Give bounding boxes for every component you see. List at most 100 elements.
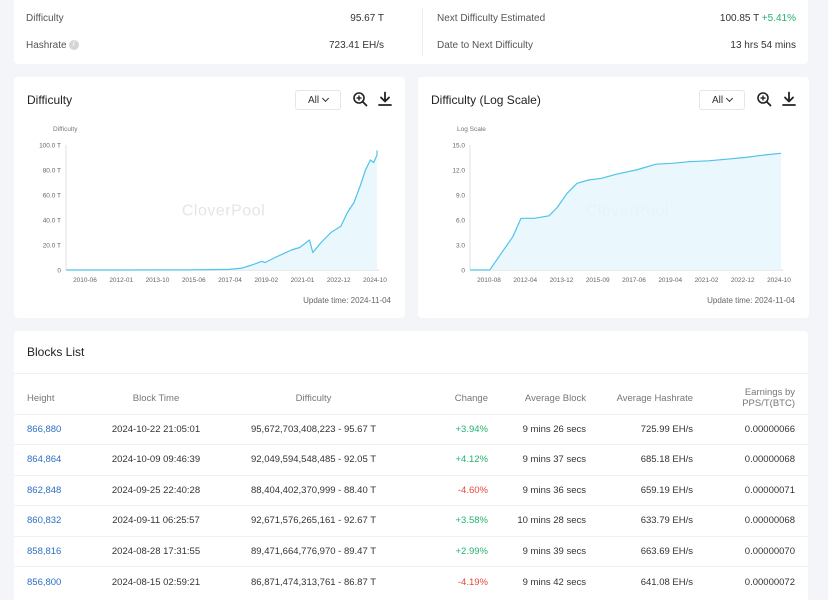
x-tick-label: 2012-04 xyxy=(513,277,537,284)
difficulty-label: Difficulty xyxy=(26,12,64,24)
block-time: 2024-10-09 09:46:39 xyxy=(91,444,221,475)
block-time: 2024-10-22 21:05:01 xyxy=(91,413,221,445)
block-earnings: 0.00000070 xyxy=(693,535,808,567)
block-height-link[interactable]: 860,832 xyxy=(14,505,91,536)
log-update-time: Update time: 2024-11-04 xyxy=(707,296,795,305)
next-date-label: Date to Next Difficulty xyxy=(437,39,533,51)
block-time: 2024-09-11 06:25:57 xyxy=(91,505,221,536)
blocks-table-header: Height Block Time Difficulty Change Aver… xyxy=(14,383,808,414)
block-earnings: 0.00000071 xyxy=(693,474,808,506)
x-tick-label: 2017-04 xyxy=(218,277,242,284)
x-tick-label: 2015-09 xyxy=(586,277,610,284)
y-tick-label: 100.0 T xyxy=(39,143,61,150)
table-row: 866,880 2024-10-22 21:05:01 95,672,703,408… xyxy=(14,413,808,445)
log-chart[interactable]: Log Scale 0 3.0 6.0 9.0 12.0 15.0 2010-08 2012-0… xyxy=(418,117,809,289)
block-difficulty: 92,049,594,548,485 - 92.05 T xyxy=(221,444,406,475)
difficulty-range-select[interactable]: All xyxy=(295,90,341,110)
col-block-time: Block Time xyxy=(132,392,180,404)
x-tick-label: 2024-10 xyxy=(767,277,791,284)
difficulty-range-value: All xyxy=(307,94,320,106)
col-difficulty: Difficulty xyxy=(295,392,332,404)
series-line xyxy=(66,150,378,271)
info-icon[interactable] xyxy=(68,39,79,50)
block-average-hashrate: 663.69 EH/s xyxy=(586,535,693,567)
table-row: 858,816 2024-08-28 17:31:55 89,471,664,776… xyxy=(14,535,808,567)
log-chart-title: Difficulty (Log Scale) xyxy=(431,93,541,107)
y-tick-label: 9.0 xyxy=(456,193,465,200)
block-difficulty: 86,871,474,313,761 - 86.87 T xyxy=(221,566,406,597)
block-difficulty: 95,672,703,408,223 - 95.67 T xyxy=(221,413,406,445)
download-icon[interactable] xyxy=(377,91,393,107)
x-tick-label: 2015-06 xyxy=(182,277,206,284)
next-difficulty-change: +5.41% xyxy=(761,12,796,24)
col-height: Height xyxy=(27,392,55,404)
next-difficulty-value: 100.85 T +5.41% xyxy=(720,13,796,24)
block-height-link[interactable]: 864,864 xyxy=(14,444,91,475)
series-line xyxy=(470,152,782,271)
x-tick-label: 2021-02 xyxy=(695,277,719,284)
y-tick-label: 3.0 xyxy=(456,243,465,250)
block-time: 2024-09-25 22:40:28 xyxy=(91,474,221,506)
block-earnings: 0.00000066 xyxy=(693,413,808,445)
difficulty-update-time: Update time: 2024-11-04 xyxy=(303,296,391,305)
x-tick-label: 2019-02 xyxy=(254,277,278,284)
zoom-in-icon[interactable] xyxy=(352,91,368,107)
col-change: Change xyxy=(454,392,488,404)
x-tick-label: 2022-12 xyxy=(327,277,351,284)
block-earnings: 0.00000072 xyxy=(693,566,808,597)
block-change: +2.99% xyxy=(406,535,488,567)
log-range-select[interactable]: All xyxy=(699,90,745,110)
stats-divider xyxy=(422,8,423,56)
log-range-value: All xyxy=(711,94,724,106)
watermark-text: CloverPool xyxy=(182,203,265,220)
block-average-time: 9 mins 39 secs xyxy=(488,535,586,567)
block-average-time: 9 mins 26 secs xyxy=(488,413,586,445)
block-average-hashrate: 659.19 EH/s xyxy=(586,474,693,506)
block-change: +4.12% xyxy=(406,444,488,475)
x-tick-label: 2010-06 xyxy=(73,277,97,284)
table-row: 860,832 2024-09-11 06:25:57 92,671,576,265… xyxy=(14,505,808,536)
y-tick-label: 80.0 T xyxy=(43,168,61,175)
download-icon[interactable] xyxy=(781,91,797,107)
x-tick-label: 2017-06 xyxy=(622,277,646,284)
blocks-divider xyxy=(14,373,808,374)
y-tick-label: 60.0 T xyxy=(43,193,61,200)
x-tick-label: 2013-10 xyxy=(146,277,170,284)
hashrate-value: 723.41 EH/s xyxy=(328,39,384,51)
next-difficulty-label: Next Difficulty Estimated xyxy=(437,12,546,24)
block-height-link[interactable]: 862,848 xyxy=(14,474,91,506)
series-area xyxy=(470,153,781,270)
block-time: 2024-08-28 17:31:55 xyxy=(91,535,221,567)
next-difficulty-number: 100.85 T xyxy=(719,12,760,24)
x-tick-label: 2013-12 xyxy=(550,277,574,284)
y-tick-label: 40.0 T xyxy=(43,218,61,225)
x-tick-label: 2019-04 xyxy=(658,277,682,284)
zoom-in-icon[interactable] xyxy=(756,91,772,107)
block-earnings: 0.00000068 xyxy=(693,444,808,475)
block-height-link[interactable]: 858,816 xyxy=(14,535,91,567)
next-difficulty-stat: Next Difficulty Estimated 100.85 T +5.41… xyxy=(437,5,796,31)
blocks-list-card: Blocks List Height Block Time Difficulty… xyxy=(14,331,808,600)
y-tick-label: 0 xyxy=(57,268,61,275)
blocks-table: Height Block Time Difficulty Change Aver… xyxy=(14,383,808,597)
blocks-table-body: 866,880 2024-10-22 21:05:01 95,672,703,408… xyxy=(14,413,808,597)
log-chart-card: Difficulty (Log Scale) All Log Scale 0 3.0… xyxy=(418,77,809,318)
block-height-link[interactable]: 856,800 xyxy=(14,566,91,597)
stats-card: Difficulty 95.67 T Hashrate 723.41 EH/s … xyxy=(14,0,808,64)
next-date-value: 13 hrs 54 mins xyxy=(730,39,796,51)
block-change: -4.19% xyxy=(406,566,488,597)
hashrate-stat: Hashrate 723.41 EH/s xyxy=(26,32,384,58)
table-row: 856,800 2024-08-15 02:59:21 86,871,474,313… xyxy=(14,566,808,597)
x-tick-label: 2024-10 xyxy=(363,277,387,284)
y-axis-label: Difficulty xyxy=(53,126,78,133)
block-average-hashrate: 725.99 EH/s xyxy=(586,413,693,445)
y-tick-label: 0 xyxy=(461,268,465,275)
difficulty-chart[interactable]: Difficulty 0 20.0 T 40.0 T 60.0 T 80.0 T 100.0… xyxy=(14,117,405,289)
block-difficulty: 89,471,664,776,970 - 89.47 T xyxy=(221,535,406,567)
y-tick-label: 6.0 xyxy=(456,218,465,225)
y-tick-label: 12.0 xyxy=(452,168,465,175)
col-average-hashrate: Average Hashrate xyxy=(616,392,693,404)
block-difficulty: 92,671,576,265,161 - 92.67 T xyxy=(221,505,406,536)
block-average-time: 9 mins 42 secs xyxy=(488,566,586,597)
block-height-link[interactable]: 866,880 xyxy=(14,413,91,445)
